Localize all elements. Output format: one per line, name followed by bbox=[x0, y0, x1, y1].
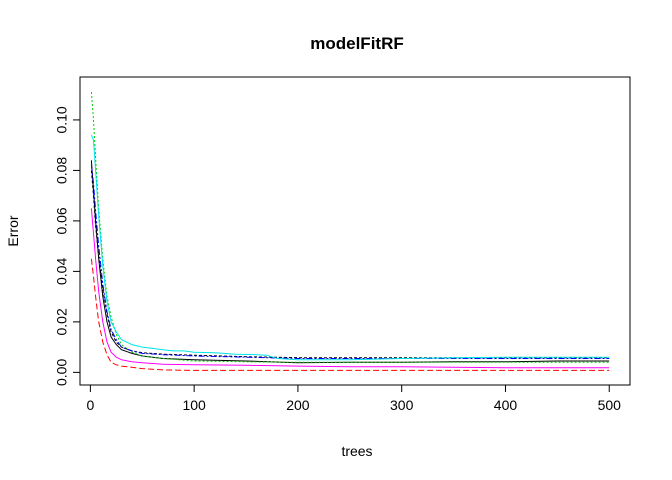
series-line-3 bbox=[90, 258, 610, 371]
y-tick-label: 0.08 bbox=[54, 157, 70, 184]
series-line-4 bbox=[90, 92, 610, 363]
chart-title: modelFitRF bbox=[310, 34, 404, 53]
x-tick-label: 400 bbox=[494, 397, 518, 413]
series-line-2 bbox=[90, 170, 610, 359]
x-tick-label: 100 bbox=[182, 397, 206, 413]
x-tick-label: 500 bbox=[598, 397, 622, 413]
x-axis: 0 100 200 300 400 500 bbox=[86, 384, 622, 413]
x-tick-label: 300 bbox=[390, 397, 414, 413]
y-axis: 0.00 0.02 0.04 0.06 0.08 0.10 bbox=[54, 106, 81, 386]
y-tick-label: 0.10 bbox=[54, 106, 70, 133]
x-axis-label: trees bbox=[341, 443, 372, 459]
x-tick-label: 200 bbox=[286, 397, 310, 413]
series-group bbox=[90, 92, 610, 371]
y-tick-label: 0.00 bbox=[54, 359, 70, 386]
series-line-7 bbox=[90, 208, 610, 369]
series-line-6 bbox=[90, 134, 610, 361]
series-line-1 bbox=[90, 160, 610, 364]
y-tick-label: 0.06 bbox=[54, 207, 70, 234]
plot-frame bbox=[79, 76, 631, 386]
y-tick-label: 0.02 bbox=[54, 308, 70, 335]
y-axis-label: Error bbox=[5, 215, 21, 246]
series-line-5 bbox=[90, 165, 610, 359]
x-tick-label: 0 bbox=[86, 397, 94, 413]
y-tick-label: 0.04 bbox=[54, 258, 70, 285]
